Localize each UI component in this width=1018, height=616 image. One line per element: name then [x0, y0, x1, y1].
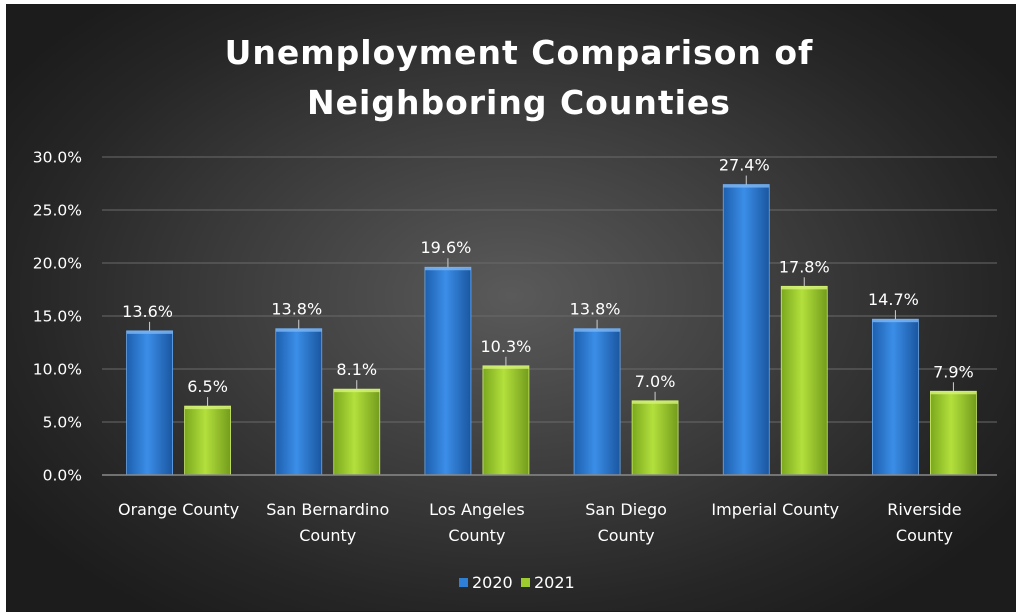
x-tick-label: San Diego — [585, 500, 667, 519]
y-tick-label: 25.0% — [33, 202, 82, 220]
bar-2020-4 — [573, 328, 621, 476]
data-label-2020-3: 19.6% — [421, 238, 472, 257]
x-tick-label: County — [448, 526, 505, 545]
y-tick-label: 10.0% — [33, 361, 82, 379]
x-tick-label: Los Angeles — [429, 500, 525, 519]
legend-label-2020: 2020 — [472, 573, 513, 592]
x-tick-label: County — [598, 526, 655, 545]
bar-cap — [723, 184, 770, 188]
bar-cap — [184, 406, 231, 410]
y-tick-label: 20.0% — [33, 255, 82, 273]
bar-cap — [632, 400, 679, 404]
data-label-2021-4: 7.0% — [635, 372, 676, 391]
x-tick-label: County — [299, 526, 356, 545]
y-tick-label: 5.0% — [43, 414, 82, 432]
bar-2021-6 — [930, 390, 977, 476]
legend-swatch-2020 — [459, 578, 468, 587]
bar-cap — [424, 267, 471, 271]
x-axis: Orange County San Bernardino County Los Ang… — [102, 474, 997, 545]
bar-2020-2 — [275, 328, 323, 476]
legend-label-2021: 2021 — [534, 573, 575, 592]
y-tick-label: 15.0% — [33, 308, 82, 326]
legend-swatch-2021 — [521, 578, 530, 587]
bar-cap — [482, 365, 529, 369]
data-label-2020-4: 13.8% — [570, 300, 621, 319]
bar-cap — [574, 328, 621, 332]
data-label-2020-6: 14.7% — [868, 290, 919, 309]
bar-2020-6 — [872, 318, 919, 476]
bars — [126, 184, 977, 476]
bar-cap — [930, 391, 977, 395]
x-tick-label: San Bernardino — [266, 500, 389, 519]
data-label-2021-3: 10.3% — [481, 337, 532, 356]
bar-chart: Unemployment Comparison of Neighboring Co… — [33, 33, 997, 592]
bar-cap — [781, 286, 828, 290]
bar-2020-1 — [126, 330, 173, 476]
data-label-2021-5: 17.8% — [779, 257, 830, 276]
x-tick-label: Orange County — [118, 500, 239, 519]
legend: 2020 2021 — [459, 573, 575, 592]
bar-2021-3 — [482, 365, 530, 476]
data-label-2020-5: 27.4% — [719, 156, 770, 175]
y-tick-label: 0.0% — [43, 467, 82, 485]
bar-2021-4 — [631, 400, 679, 476]
data-label-2021-2: 8.1% — [336, 360, 377, 379]
y-tick-label: 30.0% — [33, 149, 82, 167]
data-label-2020-2: 13.8% — [271, 300, 322, 319]
chart-title-line-2: Neighboring Counties — [307, 83, 731, 122]
data-label-2020-1: 13.6% — [122, 302, 173, 321]
data-label-2021-6: 7.9% — [933, 362, 974, 381]
x-tick-label: Imperial County — [711, 500, 839, 519]
bar-cap — [872, 319, 919, 323]
chart-title: Unemployment Comparison of Neighboring Co… — [225, 33, 814, 122]
bar-cap — [275, 328, 322, 332]
bar-2020-3 — [424, 266, 472, 476]
chart-title-line-1: Unemployment Comparison of — [225, 33, 814, 72]
bar-2021-2 — [333, 388, 381, 476]
bar-cap — [126, 330, 173, 334]
x-tick-label: Riverside — [887, 500, 961, 519]
bar-2021-1 — [184, 405, 231, 476]
bar-cap — [333, 389, 380, 393]
gridlines — [102, 156, 997, 423]
chart-container: Unemployment Comparison of Neighboring Co… — [6, 4, 1016, 612]
data-label-2021-1: 6.5% — [187, 377, 228, 396]
x-tick-label: County — [896, 526, 953, 545]
y-axis: 0.0% 5.0% 10.0% 15.0% 20.0% 25.0% 30.0% — [33, 149, 82, 485]
bar-2020-5 — [722, 184, 770, 476]
data-labels: 13.6% 6.5% 13.8% 8.1% 19.6% 10.3% 13.8% 7.0% 27.… — [122, 156, 974, 407]
bar-2021-5 — [780, 285, 828, 476]
